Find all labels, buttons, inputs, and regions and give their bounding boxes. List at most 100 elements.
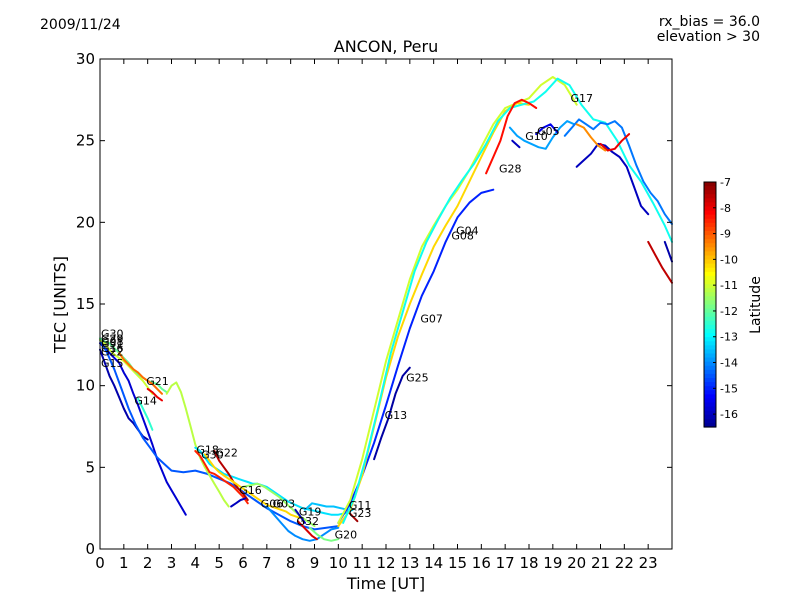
colorbar-segment [704, 361, 716, 367]
series-line-trace-ac [511, 139, 521, 149]
colorbar-segment [704, 341, 716, 346]
series-line-trace-aj [485, 98, 538, 175]
series-line-trace-l [213, 450, 249, 501]
series-line-trace-z [342, 77, 673, 524]
colorbar-segment [704, 349, 716, 355]
satellite-label: G30 [101, 327, 124, 340]
satellite-label: G19 [299, 505, 322, 518]
satellite-label: G11 [349, 499, 372, 512]
colorbar-segment [704, 267, 716, 273]
satellite-label: G20 [335, 528, 358, 541]
series-line-trace-q [296, 520, 318, 541]
colorbar-tick-label: -14 [720, 357, 738, 370]
x-tick-label: 13 [400, 554, 419, 572]
colorbar-segment [704, 406, 716, 412]
series-line-trace-x [337, 76, 578, 524]
colorbar-segment [704, 259, 716, 265]
satellite-label: G30 [201, 448, 224, 461]
colorbar-segment [704, 386, 716, 391]
colorbar-segment [704, 243, 716, 248]
x-tick-label: 22 [615, 554, 634, 572]
x-tick-label: 17 [496, 554, 515, 572]
colorbar-segment [704, 182, 716, 187]
colorbar-tick-label: -9 [720, 228, 731, 241]
series-line-trace-p [265, 505, 340, 542]
colorbar-segment [704, 337, 716, 342]
x-tick-label: 0 [95, 554, 105, 572]
satellite-label: G25 [406, 372, 429, 385]
colorbar-segment [704, 365, 716, 371]
date-label: 2009/11/24 [40, 17, 121, 33]
colorbar-segment [704, 373, 716, 379]
colorbar-segment [704, 284, 716, 289]
colorbar-tick-label: -8 [720, 202, 731, 215]
series-line-trace-g [146, 387, 163, 402]
satellite-label: G32 [296, 515, 319, 528]
satellite-label: G18 [196, 443, 219, 456]
x-tick-label: 6 [238, 554, 248, 572]
y-tick-label: 15 [76, 295, 95, 313]
colorbar-segment [704, 226, 716, 232]
satellite-label: G04 [456, 225, 479, 238]
colorbar-label: Latitude [748, 276, 764, 334]
colorbar-tick-label: -12 [720, 305, 738, 318]
x-tick-label: 20 [567, 554, 586, 572]
colorbar-tick-label: -13 [720, 331, 738, 344]
colorbar-segment [704, 292, 716, 297]
x-tick-label: 11 [353, 554, 372, 572]
colorbar-segment [704, 402, 716, 408]
series-line-trace-ad [563, 118, 673, 225]
x-tick-label: 9 [310, 554, 320, 572]
colorbar-segment [704, 398, 716, 404]
colorbar-segment [704, 275, 716, 281]
series-line-trace-h [137, 397, 154, 431]
colorbar-segment [704, 320, 716, 326]
series-line-trace-b [99, 342, 187, 516]
colorbar-segment [704, 280, 716, 285]
colorbar-segment [704, 296, 716, 302]
satellite-label: G31 [101, 337, 124, 350]
colorbar-tick-label: -10 [720, 253, 738, 266]
rx-bias-label: rx_bias = 36.0 [658, 14, 760, 30]
series-line-trace-u [346, 510, 359, 523]
x-tick-label: 4 [191, 554, 201, 572]
series-line-trace-m [203, 453, 302, 519]
colorbar-segment [704, 312, 716, 318]
colorbar-segment [704, 190, 716, 195]
series-line-trace-s [304, 502, 349, 511]
satellite-label: G05 [537, 125, 560, 138]
x-axis-label: Time [UT] [346, 574, 426, 593]
colorbar-segment [704, 288, 716, 293]
y-tick-label: 20 [76, 213, 95, 231]
series-line-trace-t [308, 526, 340, 542]
satellite-label: G14 [134, 394, 157, 407]
colorbar-segment [704, 324, 716, 330]
x-tick-label: 3 [167, 554, 177, 572]
satellite-label: G08 [451, 229, 474, 242]
colorbar-segment [704, 345, 716, 351]
colorbar-tick-label: -11 [720, 279, 738, 292]
colorbar-segment [704, 263, 716, 269]
series-line-trace-ai [663, 240, 673, 263]
colorbar-segment [704, 422, 716, 428]
x-tick-label: 21 [591, 554, 610, 572]
satellite-label: G03 [273, 497, 296, 510]
series-line-trace-af [599, 133, 631, 152]
colorbar-tick-label: -15 [720, 382, 738, 395]
x-tick-label: 1 [119, 554, 129, 572]
colorbar-segment [704, 251, 716, 257]
colorbar-segment [704, 202, 716, 208]
chart-title: ANCON, Peru [333, 37, 439, 56]
colorbar-segment [704, 206, 716, 212]
series-line-trace-f [118, 352, 163, 395]
colorbar-segment [704, 382, 716, 387]
series-line-trace-c [99, 338, 340, 531]
colorbar-segment [704, 210, 716, 216]
colorbar-segment [704, 378, 716, 383]
x-tick-label: 2 [143, 554, 153, 572]
x-tick-label: 15 [448, 554, 467, 572]
colorbar-segment [704, 235, 716, 240]
series-line-trace-ah [647, 240, 673, 284]
colorbar-segment [704, 231, 716, 236]
colorbar-segment [704, 186, 716, 191]
